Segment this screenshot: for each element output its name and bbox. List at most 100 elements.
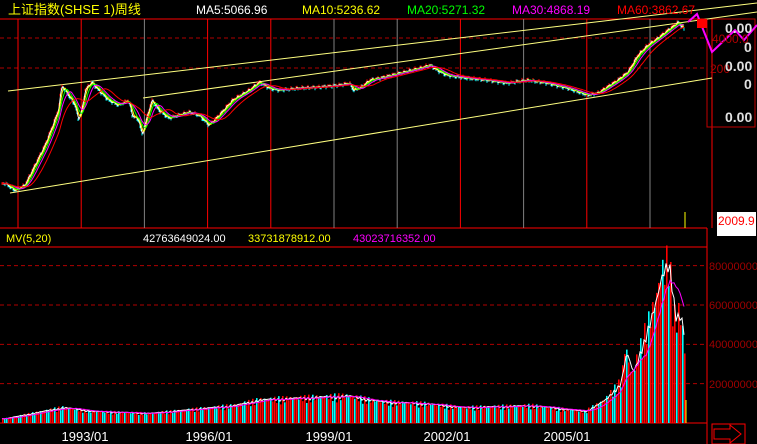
projection-marker [697, 19, 707, 28]
volume-bar [620, 387, 622, 423]
volume-bar [380, 402, 382, 423]
volume-bar [454, 405, 456, 423]
volume-bar [12, 417, 14, 423]
volume-bar [344, 397, 346, 423]
volume-bar [410, 404, 412, 423]
volume-bar [358, 401, 360, 423]
volume-axis-label: 60000000 [709, 300, 757, 312]
volume-bar [112, 414, 114, 423]
volume-bar [32, 412, 34, 423]
volume-bar [144, 412, 146, 423]
volume-bar [142, 415, 144, 423]
volume-bar [684, 353, 686, 423]
ma10-line [1, 22, 685, 191]
volume-bar [248, 399, 250, 423]
volume-bar [150, 413, 152, 423]
volume-bar [348, 396, 350, 423]
volume-bar [406, 402, 408, 423]
price-axis-label: 0 [744, 76, 752, 92]
volume-bar [306, 402, 308, 423]
volume-bar [118, 411, 120, 423]
volume-bar [92, 410, 94, 423]
volume-bar [240, 403, 242, 423]
ma60-value: MA60:3862.67 [617, 3, 695, 17]
volume-bar [2, 418, 4, 423]
volume-bar [362, 403, 364, 423]
volume-bar [592, 405, 594, 423]
channel-line-upper [7, 2, 757, 92]
volume-bar [424, 401, 426, 423]
volume-bar [38, 412, 40, 423]
volume-bar [382, 400, 384, 423]
volume-bar [254, 405, 256, 423]
volume-bar [324, 397, 326, 423]
volume-bar [356, 395, 358, 423]
volume-bar [80, 408, 82, 423]
volume-axis-label: 40000000 [709, 339, 757, 351]
volume-bar [434, 404, 436, 423]
volume-bar [130, 413, 132, 423]
volume-bar [296, 396, 298, 423]
price-axis-label: 0 [744, 39, 752, 55]
volume-bar [602, 400, 604, 423]
volume-bar [238, 404, 240, 423]
volume-bar [188, 408, 190, 423]
volume-bar [258, 402, 260, 423]
volume-bar [172, 412, 174, 423]
volume-bar [116, 413, 118, 423]
volume-bar [580, 409, 582, 423]
volume-bar [676, 332, 678, 423]
volume-bar [384, 403, 386, 423]
volume-bar [62, 406, 64, 423]
volume-bar [28, 412, 30, 423]
volume-bar [184, 409, 186, 423]
volume-bar [660, 282, 662, 423]
volume-panel[interactable] [1, 245, 687, 423]
price-panel[interactable] [1, 2, 757, 228]
volume-bar [446, 403, 448, 423]
volume-bar [556, 410, 558, 423]
volume-bar [162, 411, 164, 423]
volume-bar [196, 407, 198, 423]
volume-bar [492, 407, 494, 423]
ma10-value: MA10:5236.62 [302, 3, 380, 17]
ma5-line [1, 20, 685, 192]
volume-bar [230, 404, 232, 423]
volume-bar [20, 414, 22, 423]
volume-bar [448, 409, 450, 423]
mv-value-3: 43023716352.00 [353, 233, 436, 245]
volume-bar [56, 411, 58, 423]
volume-bar [94, 411, 96, 423]
volume-bar [450, 404, 452, 423]
volume-bar [370, 402, 372, 423]
volume-bar [332, 401, 334, 423]
volume-bar [554, 406, 556, 423]
volume-bar [84, 408, 86, 423]
ma60-line [1, 26, 685, 188]
volume-bar [228, 408, 230, 423]
volume-bar [266, 399, 268, 423]
ma5-value: MA5:5066.96 [196, 3, 268, 17]
volume-bar [462, 407, 464, 423]
volume-axis-label: 80000000 [709, 261, 757, 273]
volume-bar [168, 414, 170, 423]
scroll-right-button[interactable] [711, 423, 746, 444]
volume-axis-label: 20000000 [709, 379, 757, 391]
volume-bar [542, 407, 544, 423]
volume-bar [34, 414, 36, 423]
volume-bar [488, 406, 490, 423]
volume-bar [272, 401, 274, 423]
date-box [717, 212, 756, 236]
volume-bar [268, 399, 270, 423]
volume-bar [638, 363, 640, 423]
volume-bar [158, 411, 160, 423]
volume-bar [550, 406, 552, 423]
volume-bar [176, 411, 178, 423]
volume-bar [52, 411, 54, 423]
volume-bar [548, 407, 550, 423]
volume-bar [558, 406, 560, 423]
volume-bar [672, 326, 674, 423]
volume-bar [500, 409, 502, 423]
volume-bar [146, 414, 148, 423]
